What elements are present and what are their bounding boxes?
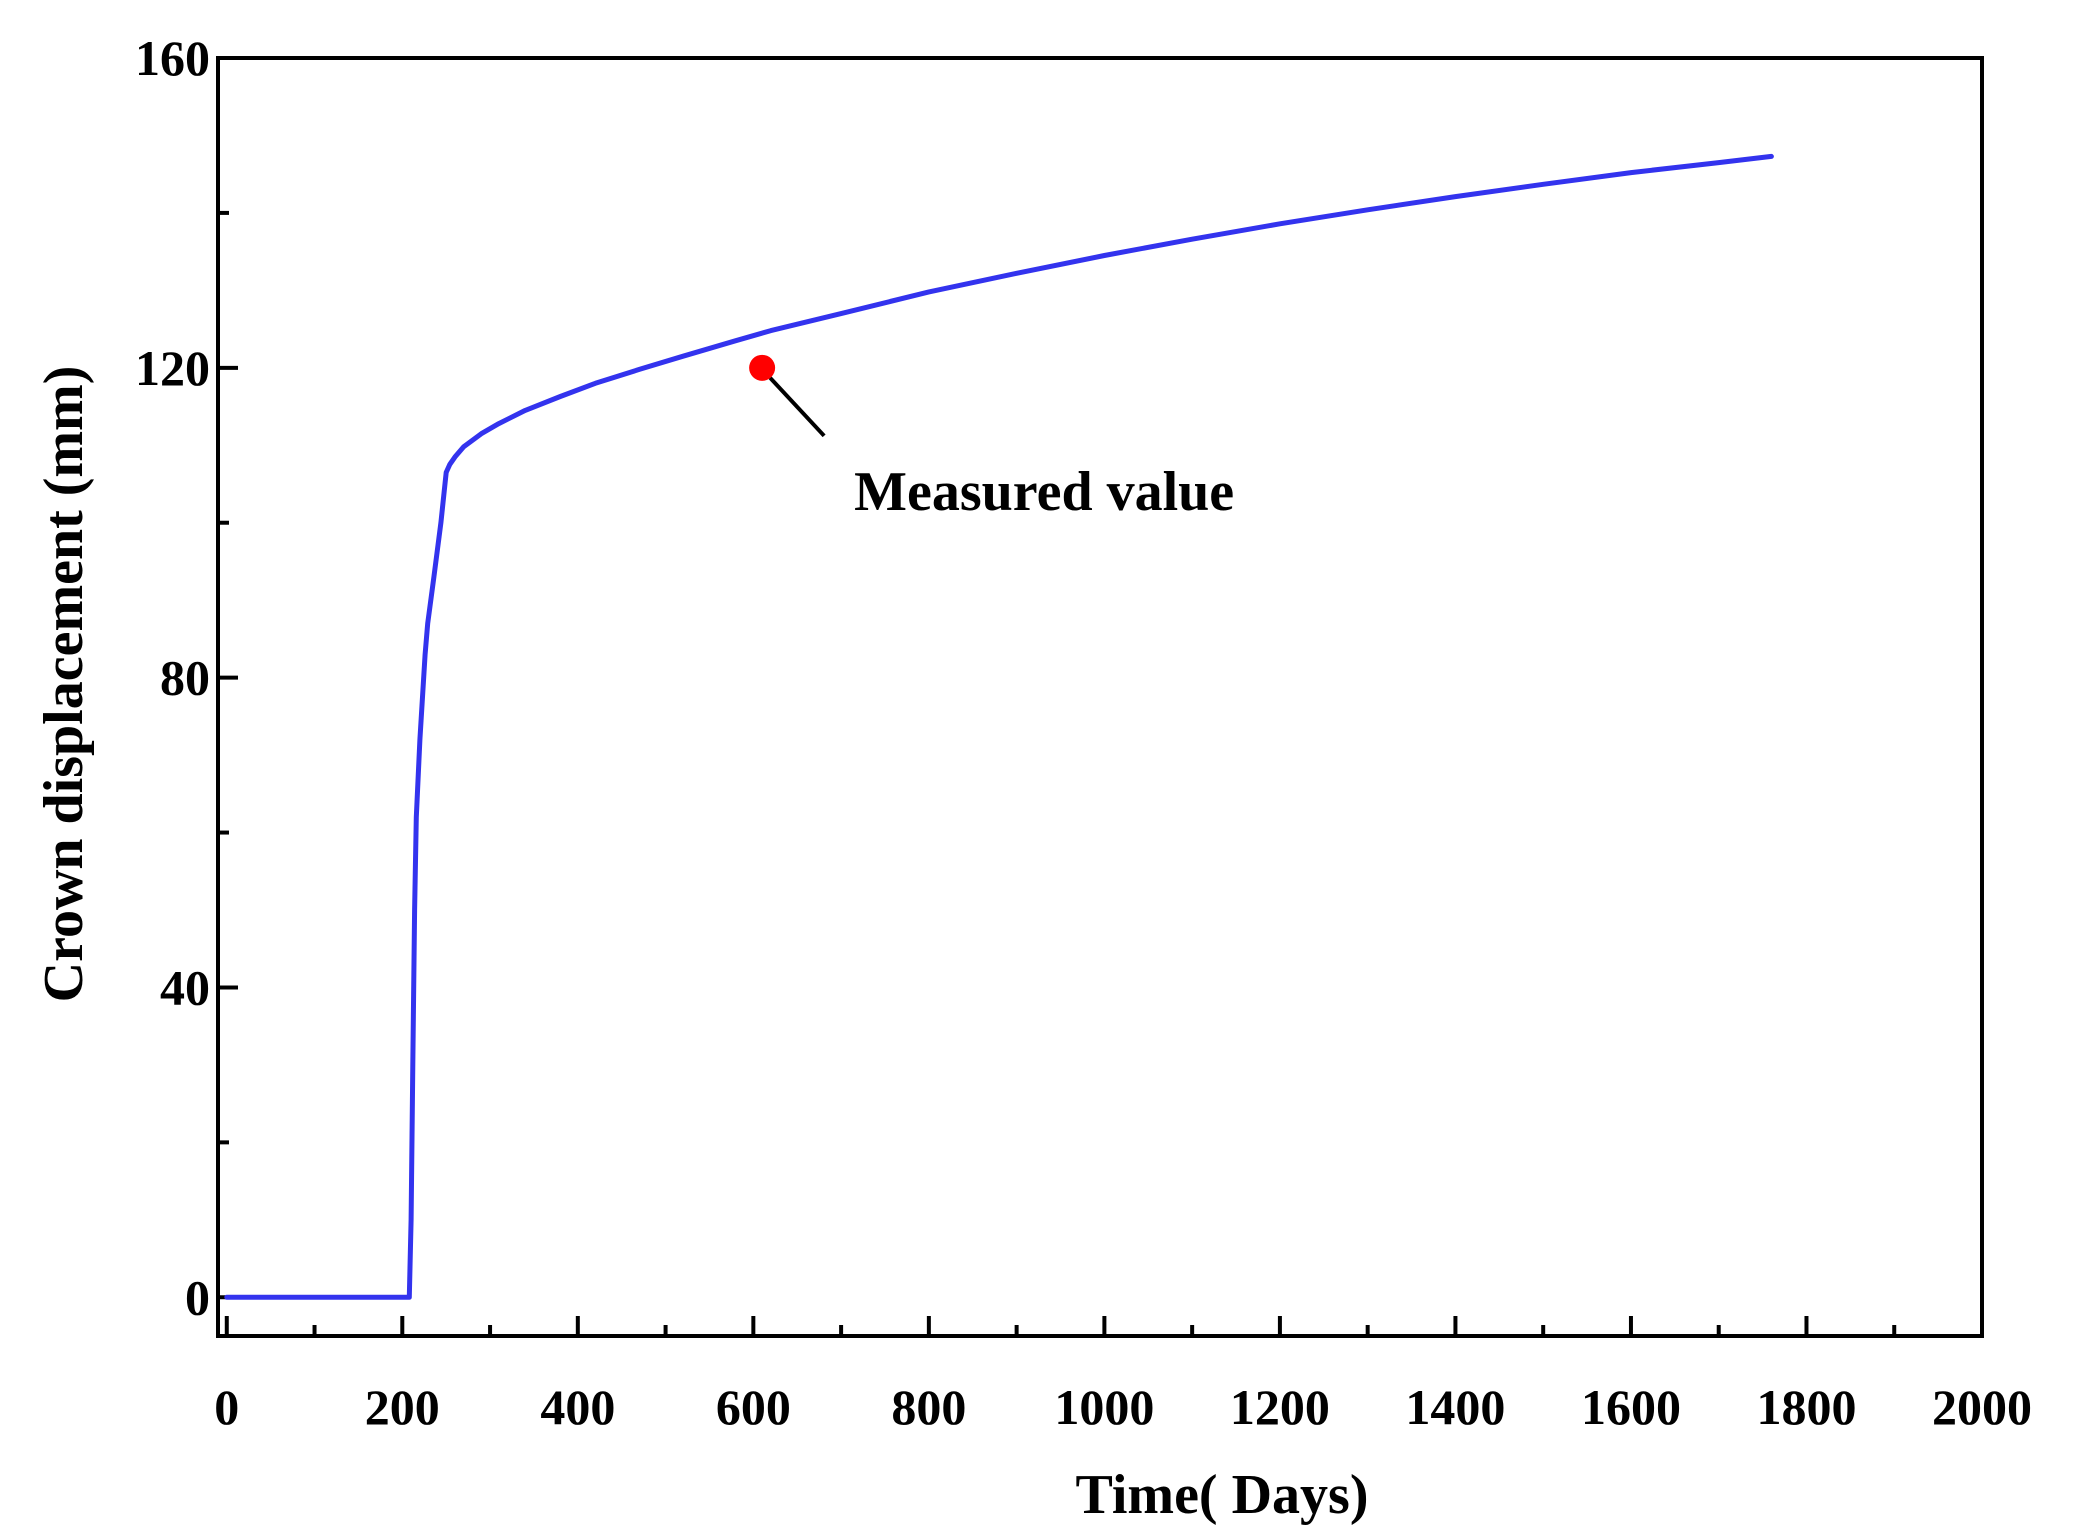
plot-frame [216,56,1984,1338]
y-tick-label: 0 [185,1269,210,1325]
measured-value-annotation: Measured value [854,461,1234,523]
annotation-leader-line [768,376,826,438]
measured-point [749,354,776,381]
x-tick-label: 1800 [1756,1379,1856,1435]
series-layer [224,153,1774,1300]
y-tick-label: 120 [135,340,210,396]
axes-layer: 0 200 400 600 800 1000 1200 1400 1600 1800 2000 0 40… [135,30,2032,1435]
y-tick-label: 40 [160,959,210,1015]
x-tick-label: 2000 [1932,1379,2032,1435]
x-tick-label: 0 [214,1379,239,1435]
x-tick-label: 1000 [1054,1379,1154,1435]
x-tick-label: 1400 [1405,1379,1505,1435]
x-tick-label: 1200 [1230,1379,1330,1435]
annotation-layer: Measured value [749,354,1234,523]
y-axis-title: Crown displacement (mm) [33,366,95,1003]
x-tick-label: 600 [716,1379,791,1435]
x-tick-label: 800 [891,1379,966,1435]
x-tick-label: 400 [540,1379,615,1435]
x-axis-title: Time( Days) [1076,1464,1369,1526]
x-tick-label: 200 [365,1379,440,1435]
displacement-series-line [224,153,1774,1300]
y-tick-label: 80 [160,650,210,706]
x-tick-label: 1600 [1581,1379,1681,1435]
y-tick-label: 160 [135,30,210,86]
